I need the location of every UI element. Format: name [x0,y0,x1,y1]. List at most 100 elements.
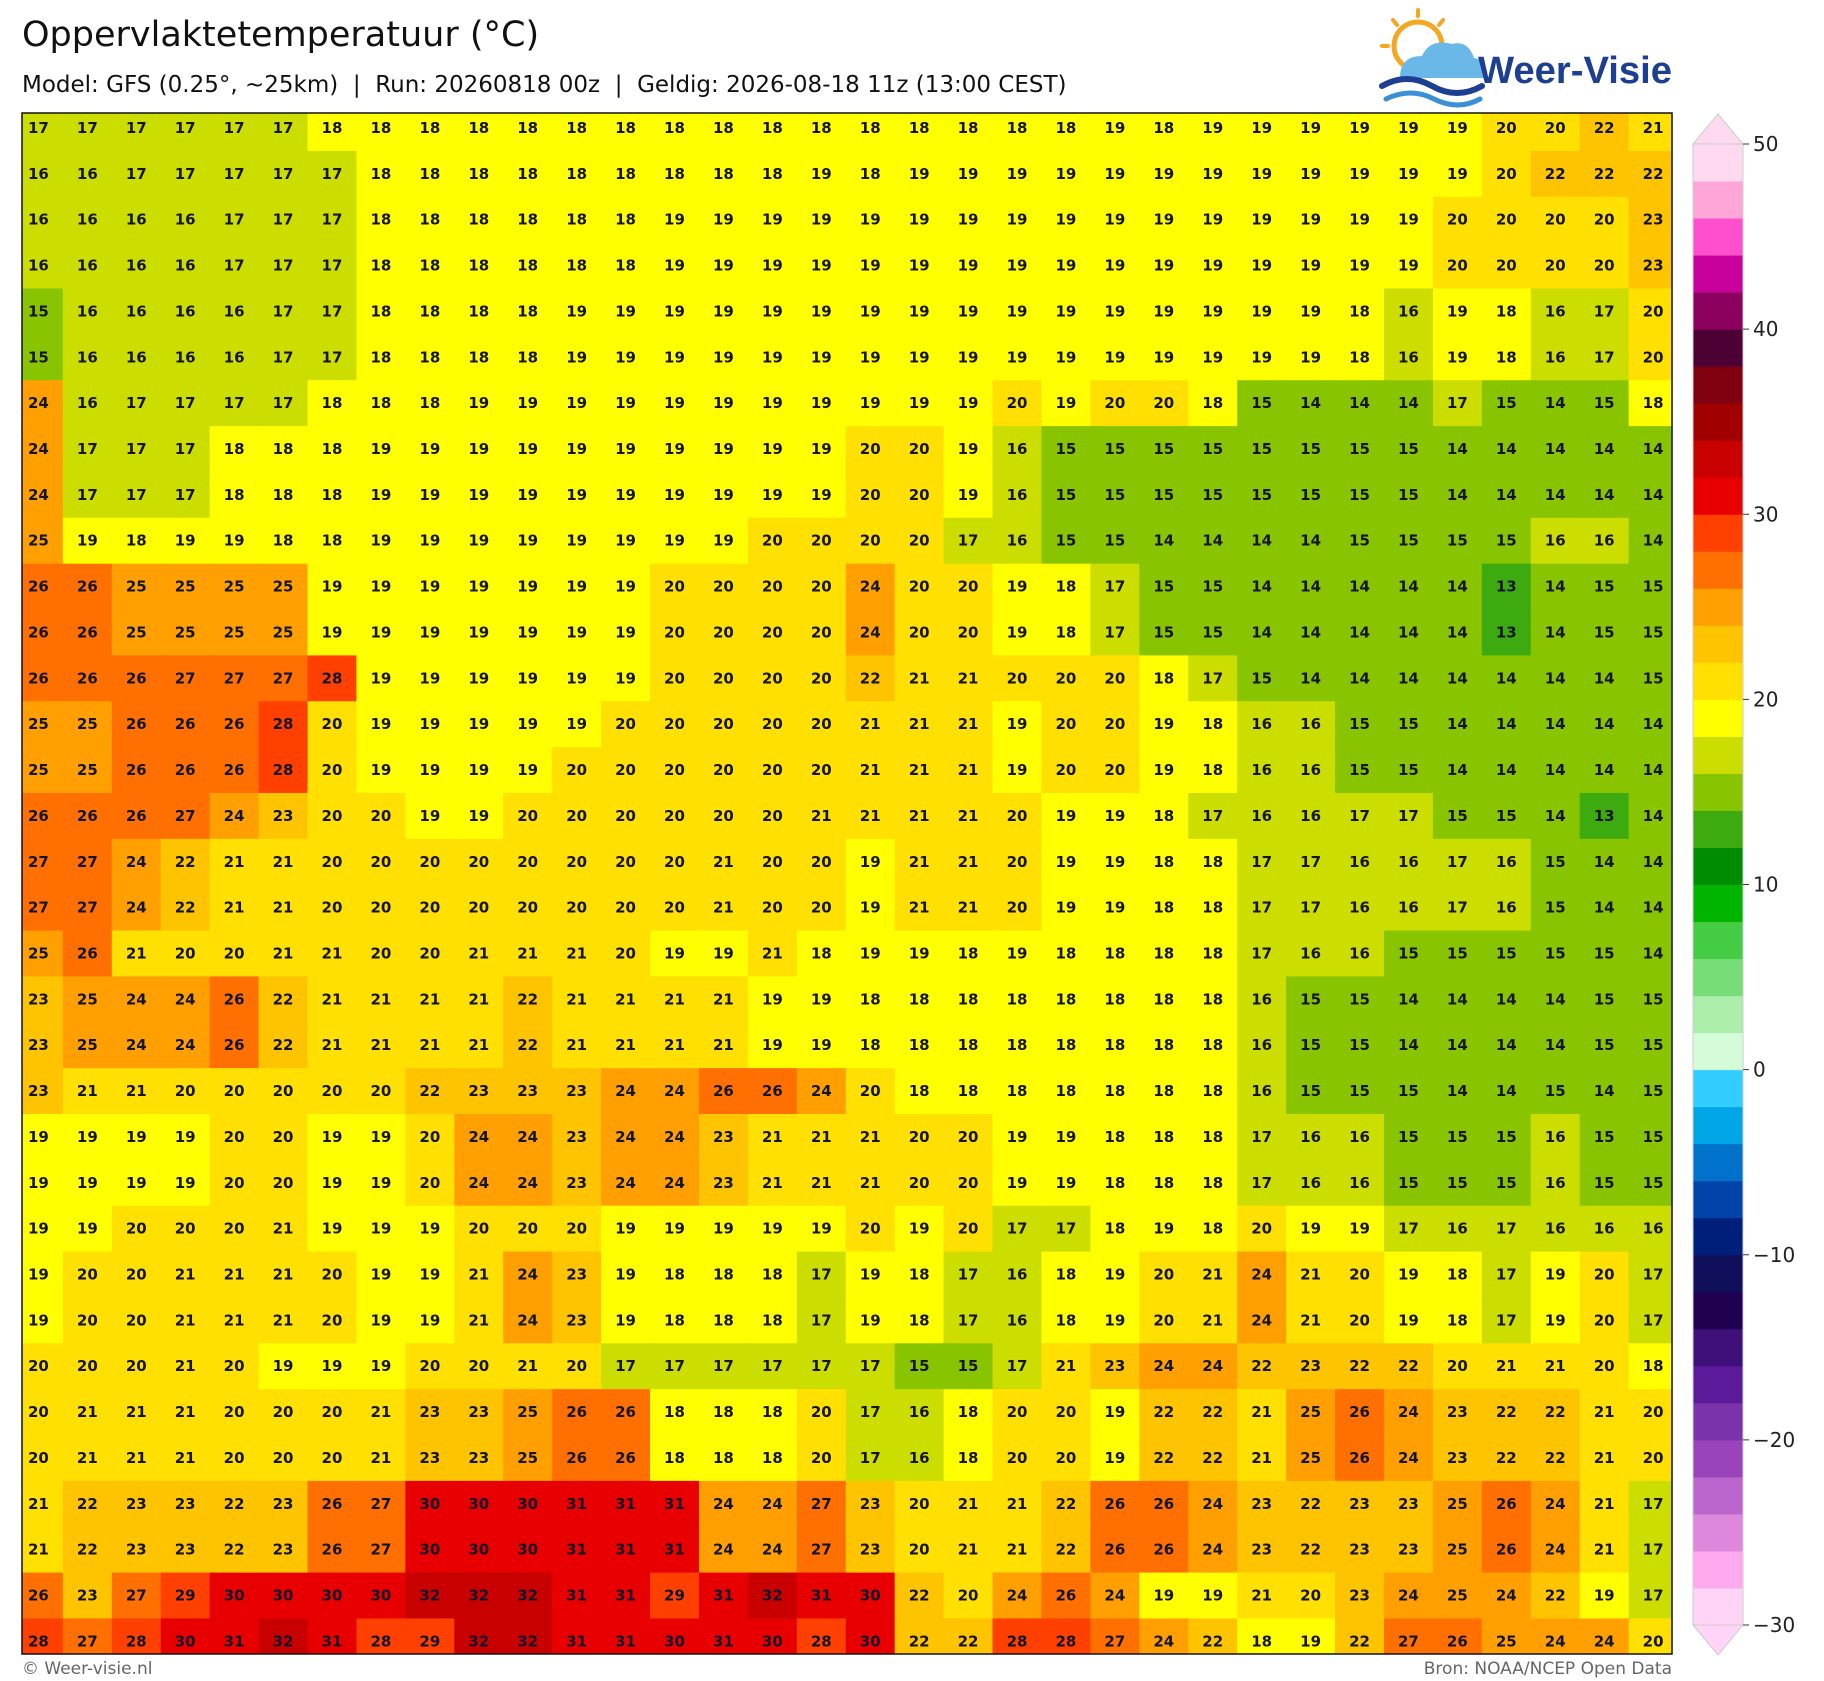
temperature-value: 19 [909,165,930,183]
temperature-value: 19 [1007,257,1028,275]
temperature-cell [111,1068,162,1115]
temperature-value: 17 [77,440,98,458]
temperature-value: 16 [1300,1128,1321,1146]
temperature-cell [1579,884,1630,932]
temperature-value: 14 [1643,899,1664,917]
temperature-cell [307,930,358,978]
temperature-cell [552,1480,602,1528]
temperature-value: 18 [370,302,391,320]
temperature-value: 16 [1349,853,1370,871]
temperature-cell [698,655,749,702]
temperature-value: 19 [909,1220,930,1238]
temperature-cell [111,701,162,748]
temperature-value: 16 [126,211,147,229]
temperature-value: 19 [615,669,636,687]
temperature-value: 19 [419,1220,440,1238]
temperature-value: 23 [28,990,49,1008]
temperature-cell [503,471,553,519]
temperature-value: 19 [1398,165,1419,183]
temperature-cell [22,242,64,290]
temperature-cell [454,113,504,152]
temperature-cell [1286,471,1336,519]
temperature-cell [747,976,798,1023]
temperature-cell [698,1205,749,1253]
colorbar-swatch [1693,1476,1743,1515]
temperature-cell [160,288,211,335]
temperature-value: 19 [566,394,587,412]
temperature-value: 20 [566,761,587,779]
temperature-cell [943,288,994,335]
temperature-cell [1432,1297,1483,1344]
temperature-value: 21 [762,944,783,962]
temperature-value: 17 [175,394,196,412]
colorbar-swatch [1693,1365,1743,1404]
temperature-cell [1579,1572,1630,1620]
temperature-value: 19 [958,394,979,412]
temperature-cell [894,1343,945,1390]
temperature-value: 21 [1251,1587,1272,1605]
temperature-cell [698,930,749,978]
temperature-value: 21 [1251,1449,1272,1467]
temperature-cell [1090,1159,1140,1207]
temperature-cell [552,976,602,1023]
temperature-cell [943,1389,994,1436]
temperature-value: 15 [1447,807,1468,825]
temperature-cell [356,517,406,565]
temperature-cell [22,1113,64,1161]
temperature-value: 19 [370,1128,391,1146]
temperature-value: 15 [1496,1128,1517,1146]
temperature-cell [796,1526,847,1574]
temperature-value: 15 [1496,394,1517,412]
temperature-value: 19 [1153,165,1174,183]
temperature-value: 14 [1643,486,1664,504]
temperature-value: 24 [860,578,881,596]
temperature-value: 16 [1300,1174,1321,1192]
temperature-value: 20 [224,1174,245,1192]
temperature-value: 20 [419,944,440,962]
colorbar-swatch [1693,440,1743,478]
temperature-value: 19 [1104,853,1125,871]
temperature-cell [22,930,64,978]
temperature-cell [1432,1068,1483,1115]
temperature-cell [747,655,798,702]
temperature-cell [1530,930,1581,978]
temperature-value: 19 [566,623,587,641]
temperature-value: 23 [468,1082,489,1100]
temperature-value: 14 [1496,990,1517,1008]
temperature-value: 19 [1104,165,1125,183]
temperature-value: 19 [1007,1128,1028,1146]
temperature-value: 15 [1594,623,1615,641]
temperature-cell [1188,1435,1238,1482]
temperature-cell [209,701,260,748]
temperature-cell [1335,563,1385,611]
temperature-cell [356,113,406,152]
temperature-cell [1579,747,1630,794]
temperature-cell [796,1297,847,1344]
temperature-cell [650,1435,700,1482]
temperature-cell [894,517,945,565]
temperature-value: 24 [126,1036,147,1054]
temperature-value: 19 [517,486,538,504]
temperature-value: 18 [664,1266,685,1284]
temperature-cell [62,1068,113,1115]
temperature-cell [454,1572,504,1620]
temperature-value: 15 [1398,440,1419,458]
temperature-value: 20 [909,1128,930,1146]
temperature-cell [796,838,847,886]
temperature-value: 21 [1055,1357,1076,1375]
temperature-cell [845,288,896,335]
temperature-value: 28 [28,1632,49,1650]
colorbar-swatch [1693,1291,1743,1330]
temperature-cell [1628,426,1672,473]
temperature-value: 20 [370,944,391,962]
temperature-cell [992,747,1043,794]
temperature-cell [209,563,260,611]
temperature-cell [111,930,162,978]
temperature-cell [1383,242,1434,290]
temperature-value: 15 [1055,440,1076,458]
temperature-cell [1383,838,1434,886]
temperature-value: 19 [762,1036,783,1054]
temperature-cell [160,1068,211,1115]
temperature-value: 20 [419,1174,440,1192]
temperature-cell [1335,334,1385,381]
